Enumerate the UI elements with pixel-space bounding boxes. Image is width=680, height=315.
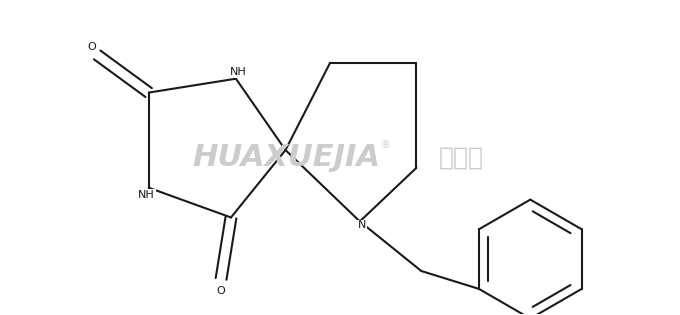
Text: NH: NH	[138, 190, 155, 200]
Text: HUAXUEJIA: HUAXUEJIA	[192, 143, 380, 172]
Text: NH: NH	[230, 67, 246, 77]
Text: O: O	[88, 42, 97, 52]
Text: 化学加: 化学加	[439, 146, 484, 169]
Text: O: O	[217, 286, 226, 296]
Text: ®: ®	[381, 140, 391, 150]
Text: N: N	[358, 220, 366, 230]
